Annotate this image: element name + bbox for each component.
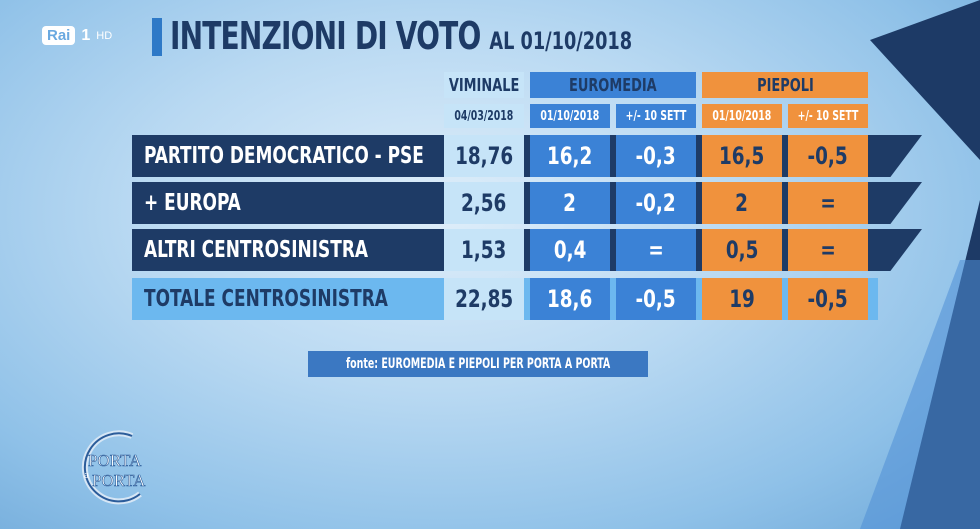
table-cell-text: = [820,189,836,217]
table-cell: -0,5 [788,278,868,320]
column-header-text: +/- 10 SETT [625,108,687,124]
title-date: AL 01/10/2018 [489,27,633,55]
table-cell: 16,5 [702,135,782,177]
table-cell: -0,5 [788,135,868,177]
table-cell-text: 16,2 [547,142,593,170]
table-cell: 18,76 [444,135,524,177]
column-header: +/- 10 SETT [616,104,696,128]
table-cell-text: -0,3 [635,142,677,170]
table-cell-text: 0,4 [553,236,587,264]
column-header: 04/03/2018 [444,104,524,128]
table-cell-text: 2 [735,189,749,217]
channel-logo: Rai 1 HD [42,26,112,45]
table-cell: = [788,182,868,224]
table-cell: 2,56 [444,182,524,224]
table-cell-text: 19 [729,285,755,313]
table-cell: 22,85 [444,278,524,320]
table-cell-text: -0,2 [635,189,677,217]
table-cell: -0,3 [616,135,696,177]
row-label-text: + EUROPA [144,190,241,216]
table-cell: 19 [702,278,782,320]
table-cell-text: 2,56 [461,189,507,217]
table-cell-text: 16,5 [719,142,765,170]
title-main: INTENZIONI DI VOTO [170,14,481,58]
column-header-text: 04/03/2018 [454,108,514,124]
table-cell: 18,6 [530,278,610,320]
column-header: +/- 10 SETT [788,104,868,128]
row-label: TOTALE CENTROSINISTRA [132,278,438,320]
group-header-text: EUROMEDIA [569,74,657,96]
table-cell-text: 2 [563,189,577,217]
table-cell-text: = [820,236,836,264]
source-note: fonte: EUROMEDIA E PIEPOLI PER PORTA A P… [308,351,648,377]
logo-line1: PORTA [88,451,142,470]
table-cell-text: 0,5 [725,236,759,264]
row-label-text: TOTALE CENTROSINISTRA [144,286,388,312]
row-label: ALTRI CENTROSINISTRA [132,229,438,271]
table-cell-text: = [648,236,664,264]
table-cell: = [616,229,696,271]
logo-line3: PORTA [92,471,146,490]
column-header-text: +/- 10 SETT [797,108,859,124]
table-cell: -0,2 [616,182,696,224]
table-cell-text: 18,76 [454,142,514,170]
row-label: PARTITO DEMOCRATICO - PSE [132,135,438,177]
page-title: INTENZIONI DI VOTO AL 01/10/2018 [170,14,632,58]
column-header: 01/10/2018 [530,104,610,128]
group-header-text: VIMINALE [448,74,520,96]
group-header: PIEPOLI [702,72,868,98]
column-header-text: 01/10/2018 [540,108,600,124]
table-cell-text: -0,5 [807,285,849,313]
table-cell-text: 1,53 [461,236,507,264]
hd-label: HD [96,29,113,42]
row-label-text: PARTITO DEMOCRATICO - PSE [144,143,424,169]
rai-logo: Rai [42,26,76,45]
table-cell: -0,5 [616,278,696,320]
table-cell: 16,2 [530,135,610,177]
title-accent-bar [152,18,162,56]
channel-number: 1 [81,26,91,44]
table-cell: 2 [702,182,782,224]
group-header-text: PIEPOLI [756,74,814,96]
table-cell-text: -0,5 [807,142,849,170]
table-cell: 1,53 [444,229,524,271]
row-label-text: ALTRI CENTROSINISTRA [144,237,369,263]
table-cell-text: 22,85 [454,285,514,313]
source-text: fonte: EUROMEDIA E PIEPOLI PER PORTA A P… [345,356,611,372]
column-header: 01/10/2018 [702,104,782,128]
row-label: + EUROPA [132,182,438,224]
porta-a-porta-logo: PORTA a PORTA [81,430,146,505]
table-cell: 0,5 [702,229,782,271]
table-cell-text: -0,5 [635,285,677,313]
table-cell: 0,4 [530,229,610,271]
group-header: VIMINALE [444,72,524,98]
table-cell: = [788,229,868,271]
table-cell-text: 18,6 [547,285,593,313]
column-header-text: 01/10/2018 [712,108,772,124]
table-cell: 2 [530,182,610,224]
logo-line2: a [84,469,89,481]
group-header: EUROMEDIA [530,72,696,98]
